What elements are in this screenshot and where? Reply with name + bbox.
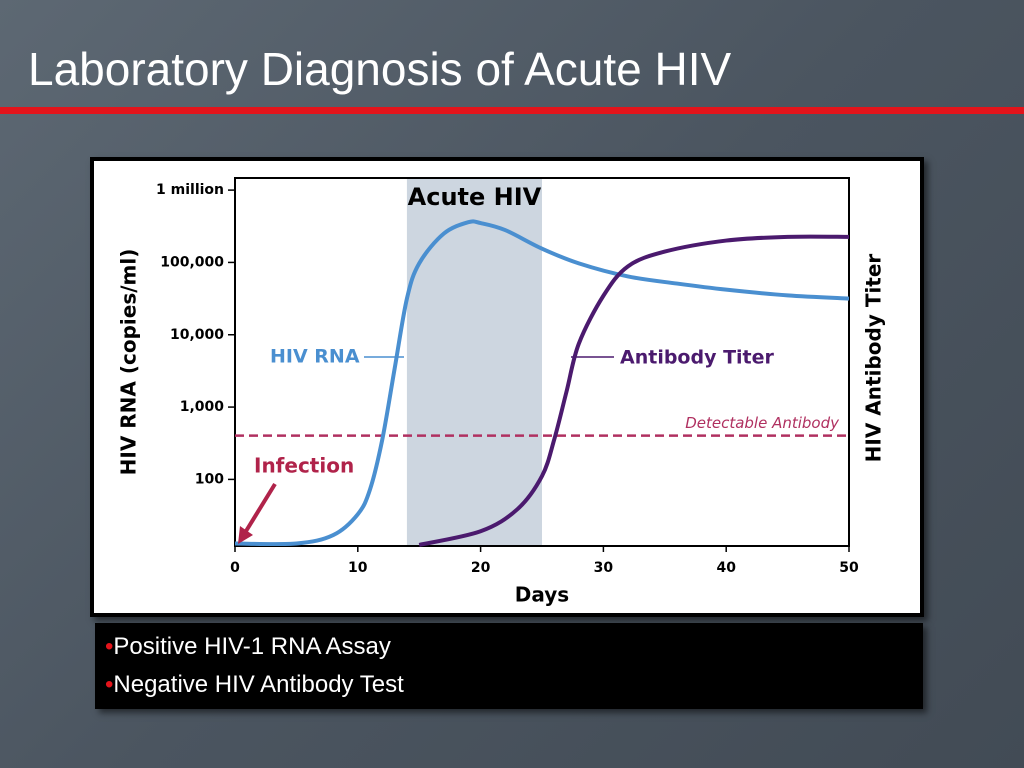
y-tick-label: 1 million	[156, 182, 224, 198]
threshold-label: Detectable Antibody	[685, 414, 840, 432]
x-axis-label: Days	[515, 583, 569, 607]
x-tick-label: 20	[471, 560, 491, 576]
series-line	[234, 219, 850, 547]
series-label: Antibody Titer	[620, 347, 775, 369]
y2-axis-label: HIV Antibody Titer	[862, 254, 886, 463]
shaded-region	[406, 178, 542, 546]
annotation-arrow	[241, 482, 277, 538]
y-tick-label: 10,000	[170, 327, 224, 343]
bullet-box: Positive HIV-1 RNA Assay Negative HIV An…	[95, 623, 923, 709]
arrow-head	[238, 526, 253, 544]
series-line	[418, 234, 850, 547]
x-tick-label: 40	[716, 560, 736, 576]
y-tick-label: 100	[195, 471, 224, 487]
title-rule	[0, 107, 1024, 114]
x-tick-label: 0	[230, 560, 240, 576]
region-label: Acute HIV	[408, 183, 542, 211]
plot-frame	[234, 177, 850, 547]
annotation-label: Infection	[254, 454, 354, 478]
slide-title: Laboratory Diagnosis of Acute HIV	[28, 43, 732, 95]
bullet: Positive HIV-1 RNA Assay	[105, 633, 390, 661]
x-tick-label: 10	[348, 560, 368, 576]
series-label: HIV RNA	[270, 346, 360, 368]
y-tick-label: 1,000	[180, 399, 225, 415]
y-axis-label: HIV RNA (copies/ml)	[117, 249, 141, 476]
y-tick-label: 100,000	[160, 254, 224, 270]
x-tick-label: 30	[594, 560, 614, 576]
bullet: Negative HIV Antibody Test	[105, 671, 403, 699]
x-tick-label: 50	[839, 560, 859, 576]
